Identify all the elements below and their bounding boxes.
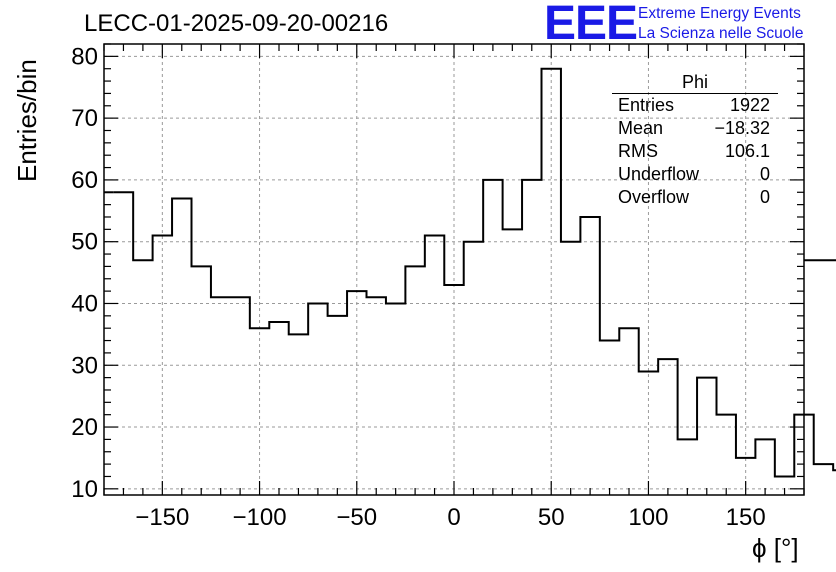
stats-value: −18.32	[714, 118, 770, 138]
logo-line-1: Extreme Energy Events	[638, 5, 801, 22]
stats-key: Mean	[618, 118, 664, 138]
stats-row-underflow: Underflow 0	[612, 163, 778, 186]
stats-value: 0	[759, 187, 770, 207]
stats-title: Phi	[612, 72, 778, 94]
stats-key: Entries	[618, 95, 675, 115]
y-tick-label: 10	[71, 476, 98, 503]
x-tick-label: 50	[538, 504, 565, 531]
x-tick-label: −50	[336, 504, 377, 531]
eee-logo-text: Extreme Energy Events La Scienza nelle S…	[638, 4, 803, 44]
stats-value: 106.1	[724, 141, 770, 161]
stats-key: RMS	[618, 141, 658, 161]
stats-value: 0	[759, 164, 770, 184]
stats-row-overflow: Overflow 0	[612, 186, 778, 209]
eee-logo-mark: EEE	[544, 0, 638, 50]
y-axis-label-wrap: Entries/bin	[8, 59, 42, 194]
stats-key: Underflow	[618, 164, 700, 184]
y-tick-label: 50	[71, 229, 98, 256]
y-tick-label: 80	[71, 43, 98, 70]
y-tick-label: 30	[71, 352, 98, 379]
x-tick-label: 100	[628, 504, 668, 531]
y-tick-label: 40	[71, 290, 98, 317]
histogram-line	[113, 67, 836, 478]
y-tick-label: 70	[71, 105, 98, 132]
stats-value: 1922	[729, 95, 770, 115]
x-tick-label: 150	[726, 504, 766, 531]
logo-line-2: La Scienza nelle Scuole	[638, 25, 804, 42]
stats-row-rms: RMS 106.1	[612, 140, 778, 163]
x-tick-label: 0	[447, 504, 460, 531]
y-tick-label: 20	[71, 414, 98, 441]
chart-title: LECC-01-2025-09-20-00216	[84, 10, 389, 37]
stats-row-mean: Mean −18.32	[612, 117, 778, 140]
stats-row-entries: Entries 1922	[612, 94, 778, 117]
x-tick-label: −150	[135, 504, 189, 531]
x-axis-label: ϕ [°]	[752, 533, 799, 563]
stats-key: Overflow	[618, 187, 690, 207]
y-axis-label: Entries/bin	[12, 59, 42, 182]
stats-box: Phi Entries 1922 Mean −18.32 RMS 106.1 U…	[612, 72, 778, 209]
y-tick-label: 60	[71, 167, 98, 194]
x-tick-label: −100	[233, 504, 287, 531]
